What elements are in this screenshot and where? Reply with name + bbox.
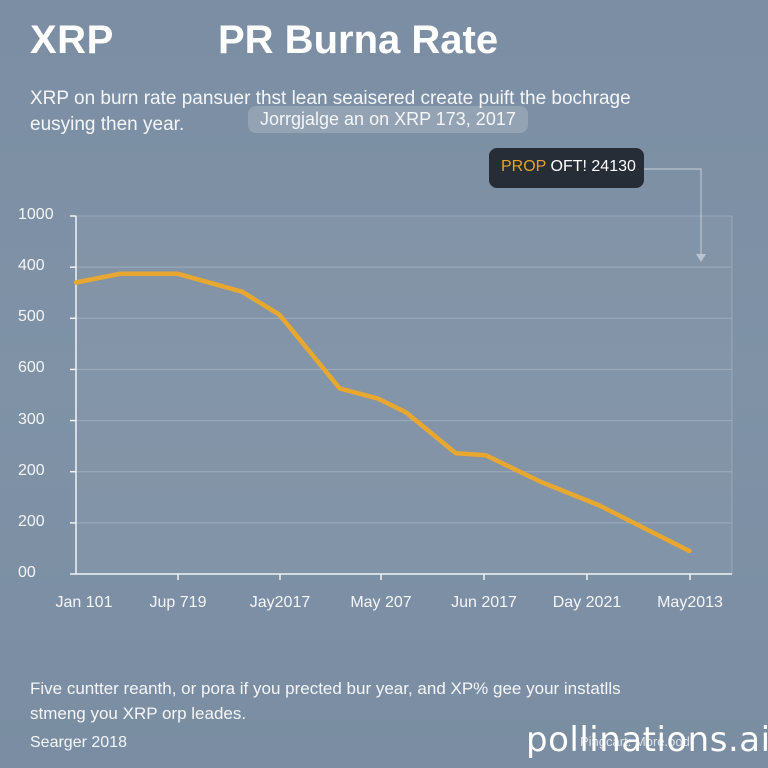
callout-connector-arrow [644,168,702,255]
y-tick-label: 200 [18,512,45,530]
x-tick-label: Day 2021 [552,594,622,611]
y-tick-label: 1000 [18,206,54,223]
x-tick-label: Jan 101 [55,594,113,611]
x-tick-label: Jun 2017 [451,594,517,611]
x-tick-label: May2013 [657,594,723,611]
footer-description: Five cuntter reanth, or pora if you prec… [30,679,621,723]
arrowhead-icon [696,254,706,262]
x-tick-label: Jup 719 [149,594,207,611]
y-tick-label: 500 [18,308,45,326]
date-chip: Jorrgjalge an on XRP 173, 2017 [248,106,528,133]
axes [75,216,732,580]
y-tick-label: 400 [18,257,45,275]
data-line [73,271,692,554]
callout-highlight: PROP [501,158,547,175]
y-tick-label: 300 [18,410,45,428]
chart-title: PR Burna Rate [218,18,499,62]
y-tick-label: 600 [18,359,45,377]
watermark: pollinations.ai [526,720,768,760]
x-tick-label: Jay2017 [249,594,311,611]
annotation-callout: PROP OFT! 24130 [489,148,644,188]
y-tick-label: 00 [18,564,36,581]
gridlines [70,215,732,575]
subtitle-line-2: eusying then year. [30,114,185,135]
watermark-overlay-text: Pingcart: More.oodl [580,734,693,749]
y-tick-label: 200 [18,461,45,479]
ticker-title: XRP [30,18,114,62]
callout-text: OFT! 24130 [546,158,636,175]
subtitle-line-1: XRP on burn rate pansuer thst lean seais… [30,88,631,109]
footer-source: Searger 2018 [30,734,127,751]
chart-subtitle: XRP on burn rate pansuer thst lean seais… [30,86,650,138]
x-tick-label: May 207 [350,594,412,611]
